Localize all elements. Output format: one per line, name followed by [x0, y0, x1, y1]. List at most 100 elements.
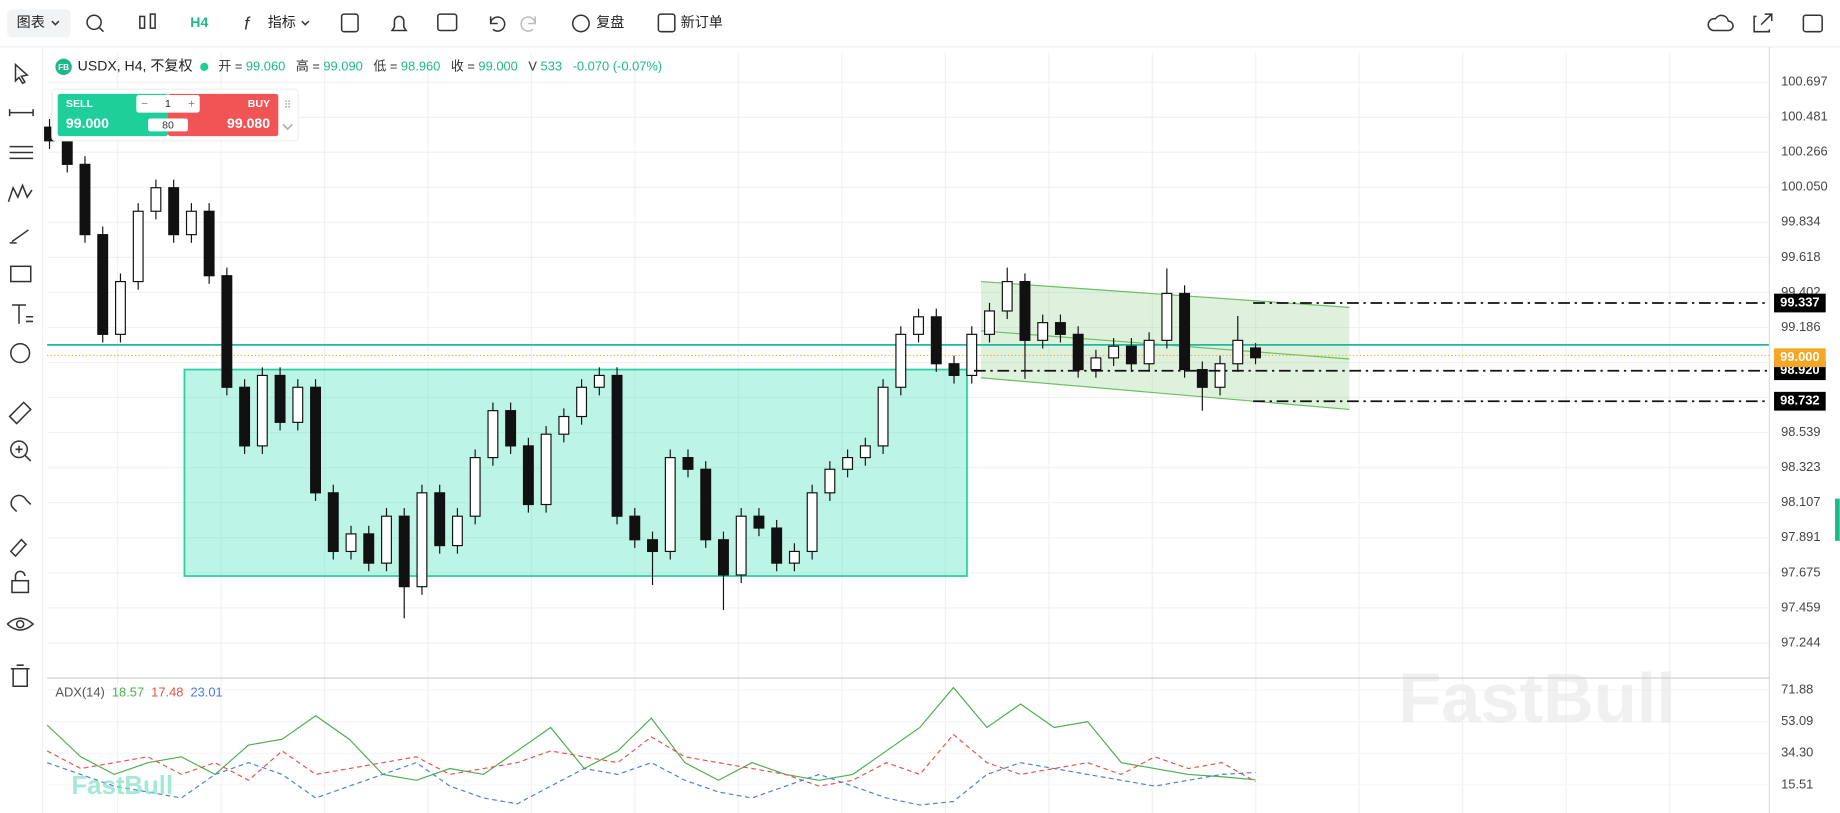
candle-body [221, 275, 233, 388]
candle-body [327, 492, 339, 553]
replay-button[interactable]: 复盘 [596, 14, 624, 30]
symbol-logo-text: FB [58, 63, 69, 72]
candle-body [593, 374, 605, 388]
ohlc-legend: 开 = 99.060 高 = 99.090 低 = 98.960 收 = 99.000 V 533… [200, 58, 662, 73]
drawing-tools[interactable] [6, 62, 35, 688]
quantity-box[interactable] [136, 95, 200, 113]
quantity-minus[interactable]: − [141, 98, 148, 111]
y-tick-label: 97.459 [1781, 599, 1820, 614]
candle-body [79, 163, 91, 236]
sell-label[interactable]: SELL [66, 98, 94, 110]
candle-body [345, 533, 357, 553]
candle-body [682, 456, 694, 470]
legend-label: 低 = [373, 58, 397, 73]
candle-body [859, 445, 871, 459]
candle-body [1001, 280, 1013, 312]
candle-body [434, 492, 446, 547]
y-tick-label: 98.107 [1781, 494, 1820, 509]
candle-body [1090, 357, 1102, 371]
candle-body [381, 515, 392, 564]
price-tag [1774, 348, 1826, 368]
order-icon[interactable] [657, 13, 676, 33]
indicator-line [46, 762, 1256, 806]
symbol-logo [55, 58, 72, 76]
candle-body [310, 386, 322, 494]
candle-body [1125, 345, 1137, 365]
candle-body [256, 374, 268, 447]
candle-body [753, 515, 765, 529]
candle-body [576, 386, 588, 418]
y-tick-label: 99.186 [1781, 319, 1820, 334]
template-icon[interactable] [340, 13, 359, 33]
calendar-icon[interactable] [437, 13, 458, 32]
drag-handle[interactable]: ⠿ [284, 99, 292, 111]
candle-body [469, 456, 481, 517]
buy-price[interactable]: 99.080 [227, 115, 270, 131]
price-tag [1774, 293, 1826, 313]
alert-icon[interactable] [390, 15, 408, 32]
sell-price[interactable]: 99.000 [66, 115, 109, 131]
adx-panel: 71.88 53.09 34.30 15.51 ADX(14) 18.57 17.48 23.… [46, 681, 1813, 806]
y-tick-label: 97.244 [1781, 634, 1820, 649]
y-tick-label: 100.050 [1781, 179, 1828, 194]
search-icon-handle [98, 26, 105, 33]
y-tick-label: 98.539 [1781, 424, 1820, 439]
side-handle[interactable] [1835, 498, 1840, 541]
candle-body [984, 310, 995, 335]
y-tick-label: 99.618 [1781, 249, 1820, 264]
candle-body [292, 386, 304, 423]
legend-value: 99.090 [323, 58, 362, 73]
share-icon[interactable] [1753, 13, 1773, 33]
candle-body [61, 140, 73, 165]
indicator-value: 23.01 [190, 685, 222, 700]
channel-lower [980, 377, 1350, 411]
fx-icon: f [244, 13, 251, 33]
legend-value: 98.960 [401, 58, 440, 73]
indicator-value: 18.57 [112, 685, 144, 700]
y-tick-label: 100.266 [1781, 144, 1828, 159]
candle-body [664, 456, 676, 553]
interval[interactable]: H4 [190, 14, 208, 30]
y-tick-label: 53.09 [1781, 713, 1813, 728]
chart-menu-label[interactable]: 图表 [17, 14, 45, 30]
y-tick-label: 97.891 [1781, 529, 1820, 544]
candle-body [203, 210, 215, 277]
watermark-small: FastBull [71, 772, 173, 800]
candle-body [877, 386, 889, 447]
candle-body [363, 533, 375, 564]
candle-body [505, 410, 517, 447]
candle-body [788, 550, 800, 564]
candle-body [842, 456, 854, 470]
dropdown-arrow [301, 20, 310, 26]
y-tick-label: 98.323 [1781, 459, 1820, 474]
grid [47, 52, 1770, 813]
layout-icon[interactable] [1802, 14, 1823, 33]
indicator-line [46, 686, 1256, 781]
indicators-button[interactable]: 指标 [268, 14, 296, 30]
quantity-plus[interactable]: + [188, 98, 195, 111]
candle-body [771, 527, 783, 564]
new-order-button[interactable]: 新订单 [681, 14, 723, 30]
collapse-arrow[interactable] [282, 123, 293, 131]
replay-icon[interactable] [571, 14, 590, 33]
candle-body [717, 539, 729, 576]
quantity[interactable]: 1 [165, 98, 171, 110]
candle-body [185, 210, 197, 236]
candle-body [239, 386, 251, 447]
chart-menu[interactable] [7, 9, 71, 38]
candle-body [647, 539, 658, 553]
spread: 80 [162, 119, 174, 131]
undo-icon[interactable] [489, 16, 506, 32]
symbol-title: USDX, H4, 不复权 [78, 58, 193, 74]
cloud-icon[interactable] [1707, 14, 1734, 32]
search-icon[interactable] [86, 14, 102, 31]
candle-body [1072, 333, 1084, 371]
buy-label[interactable]: BUY [248, 98, 270, 110]
y-tick-label: 15.51 [1781, 776, 1813, 791]
candle-body [522, 445, 534, 506]
candle-body [966, 333, 978, 377]
candle-body [913, 316, 925, 335]
candle-type-icon[interactable] [139, 13, 156, 29]
legend-label: 收 = [451, 58, 475, 73]
